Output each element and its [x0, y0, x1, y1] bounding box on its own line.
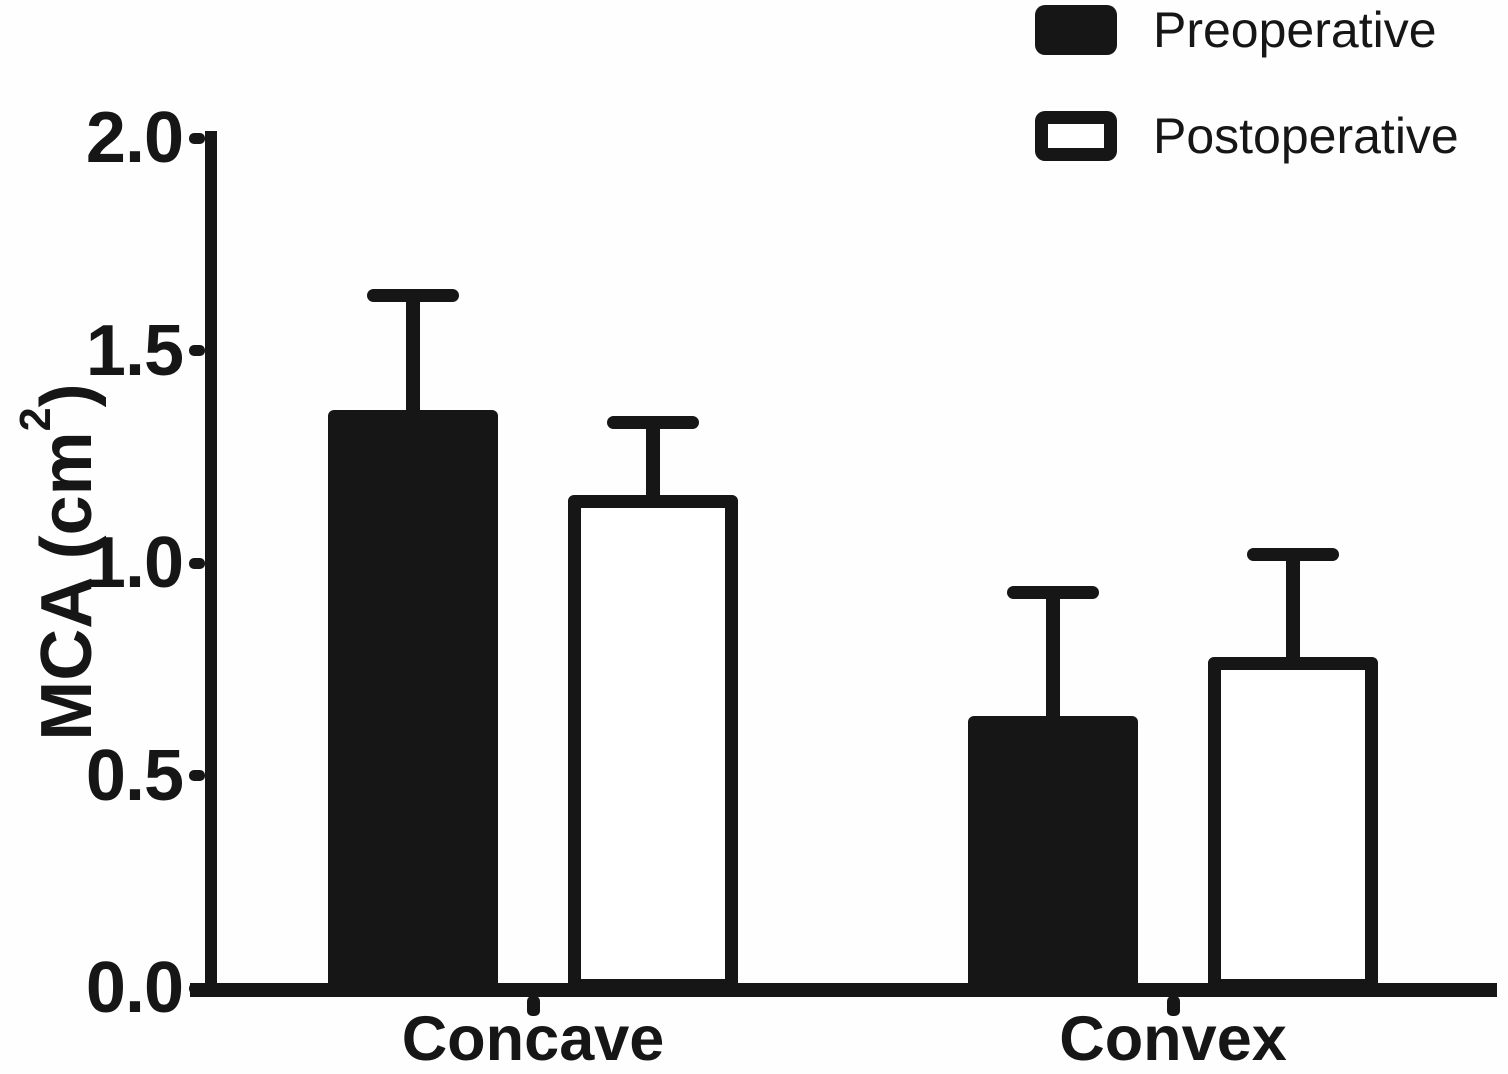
- error-bar-stem: [1046, 595, 1060, 724]
- y-tick: [189, 983, 205, 994]
- error-bar-cap: [607, 416, 699, 429]
- y-tick-label: 0.0: [85, 948, 184, 1028]
- legend-swatch-filled: [1035, 5, 1117, 55]
- y-tick: [189, 770, 205, 781]
- y-tick-label: 1.5: [85, 311, 184, 391]
- x-axis-line: [190, 983, 1497, 997]
- y-tick: [189, 133, 205, 144]
- bar-postoperative-concave: [568, 495, 738, 992]
- error-bar-cap: [1007, 586, 1099, 599]
- error-bar-stem: [1286, 557, 1300, 665]
- bar-postoperative-convex: [1208, 657, 1378, 992]
- error-bar-stem: [406, 298, 420, 418]
- legend: Preoperative Postoperative: [1035, 4, 1459, 216]
- legend-label: Preoperative: [1153, 2, 1437, 58]
- error-bar-cap: [1247, 548, 1339, 561]
- x-axis-category-label: Convex: [1059, 1004, 1287, 1074]
- error-bar-cap: [367, 289, 459, 302]
- y-tick-label: 2.0: [85, 98, 184, 178]
- legend-item: Postoperative: [1035, 110, 1459, 162]
- bar-preoperative-concave: [328, 410, 498, 992]
- x-axis-category-label: Concave: [401, 1004, 665, 1074]
- error-bar-stem: [646, 425, 660, 503]
- y-tick-label: 1.0: [85, 523, 184, 603]
- y-axis-line: [205, 131, 217, 997]
- y-tick: [189, 345, 205, 356]
- legend-swatch-open: [1035, 111, 1117, 161]
- bar-preoperative-convex: [968, 716, 1138, 992]
- y-tick: [189, 558, 205, 569]
- x-tick: [526, 996, 540, 1016]
- y-tick-label: 0.5: [85, 736, 184, 816]
- legend-item: Preoperative: [1035, 4, 1459, 56]
- x-tick: [1166, 996, 1180, 1016]
- legend-label: Postoperative: [1153, 108, 1459, 164]
- y-axis-title-superscript: 2: [11, 407, 60, 432]
